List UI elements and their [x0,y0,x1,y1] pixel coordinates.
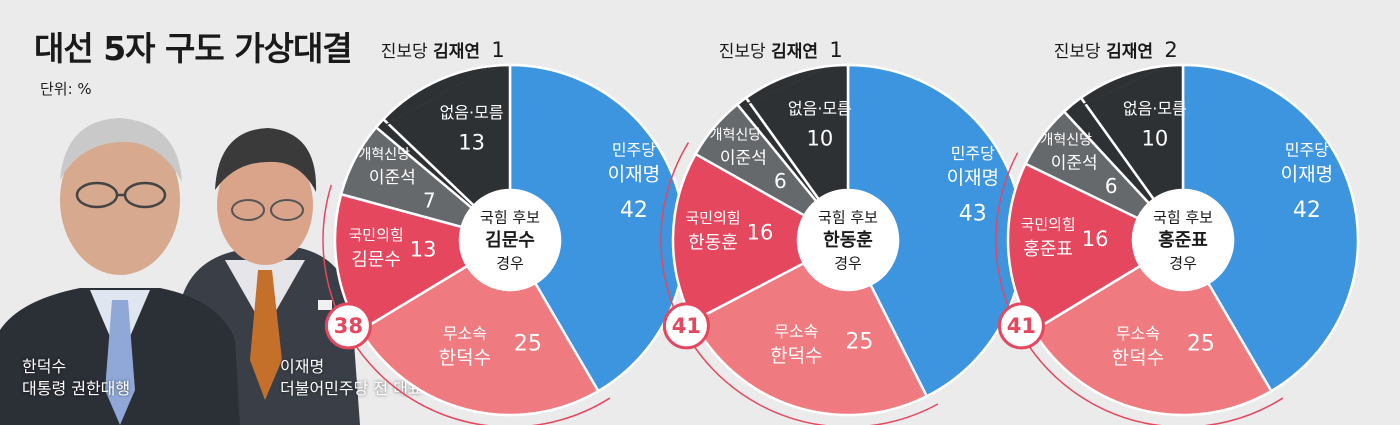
progressive-party: 진보당 [381,42,433,62]
slice-name-label: 김문수 [351,249,401,270]
slice-name-label: 한동훈 [688,232,738,253]
slice-name-label: 이재명 [608,164,660,186]
slice-name-label: 없음·모름 [1123,99,1187,118]
slice-value-label: 25 [514,332,542,357]
conservative-sum-arc [995,152,1284,425]
slice-name-label: 한덕수 [770,345,822,367]
center-hole [1133,190,1233,290]
donut-chart-3: 진보당 김재연 [995,42,1360,425]
slice-name-label: 없음·모름 [440,103,504,122]
progressive-value: 2 [1164,38,1177,62]
slice-value-label: 16 [1082,227,1109,251]
donut-chart-1: 진보당 김재연 [322,42,687,425]
han-duck-soo-photo [0,118,240,425]
slice-party-label: 국민의힘 [685,209,740,227]
progressive-leader-line [383,67,489,128]
progressive-label: 진보당 김재연 [381,42,480,62]
slice-value-label: 7 [423,188,436,212]
slice-value-label: 6 [774,169,787,193]
slice-value-label: 16 [747,220,774,244]
slice-name-label: 홍준표 [1023,239,1073,260]
slice-name-label: 없음·모름 [788,99,852,118]
slice-party-label: 무소속 [1116,324,1160,343]
progressive-name: 김재연 [433,42,480,62]
slice-party-label: 개혁신당 [710,127,762,143]
slice-value-label: 42 [620,198,648,223]
conservative-sum-arc [660,142,939,425]
slice-value-label: 10 [1142,127,1169,151]
han-title: 대통령 권한대행 [22,379,131,398]
slice-name-label: 이준석 [720,148,767,168]
progressive-value: 1 [491,38,504,62]
progressive-value: 1 [829,38,842,62]
center-label-line1: 국힘 후보 [818,209,878,227]
progressive-party: 진보당 [1054,42,1106,62]
slice-name-label: 이준석 [1051,154,1098,174]
page-title: 대선 5자 구도 가상대결 [34,29,353,68]
slice-value-label: 25 [845,330,873,355]
conservative-sum-arc [322,184,611,425]
center-label-line2: 홍준표 [1158,229,1208,251]
progressive-name: 김재연 [771,42,818,62]
progressive-label: 진보당 김재연 [719,42,818,62]
slice-value-label: 42 [1293,198,1321,223]
slice-party-label: 무소속 [774,322,818,341]
progressive-name: 김재연 [1106,42,1153,62]
slice-name-label: 이재명 [1281,164,1333,186]
center-hole [798,190,898,290]
conservative-sum-badge [997,302,1045,350]
slice-party-label: 국민의힘 [1021,216,1076,234]
lee-name: 이재명 [280,357,325,376]
slice-name-label: 한덕수 [439,347,491,369]
progressive-label: 진보당 김재연 [1054,42,1153,62]
candidate-photos [0,118,360,425]
slice-party-label: 민주당 [612,141,656,160]
slice-party-label: 개혁신당 [1040,133,1092,149]
donut-chart-2: 진보당 김재연 [660,42,1025,425]
han-caption: 한덕수 대통령 권한대행 [22,356,130,400]
conservative-sum-badge [662,302,710,350]
unit-label: 단위: % [40,80,92,98]
lee-title: 더불어민주당 전 대표 [280,379,423,398]
slice-party-label: 국민의힘 [348,226,403,244]
progressive-leader-line [744,67,827,106]
slice-value-label: 10 [807,127,834,151]
center-label-line3: 경우 [496,255,524,273]
slice-value-label: 13 [410,237,437,261]
slice-value-label: 43 [959,202,987,227]
conservative-sum-value: 38 [334,314,363,338]
slice-name-label: 이준석 [369,168,416,188]
conservative-sum-badge [324,302,372,350]
conservative-sum-value: 41 [672,314,701,338]
center-label-line3: 경우 [1169,255,1197,273]
center-label-line2: 한동훈 [823,229,873,251]
slice-name-label: 이재명 [947,167,999,189]
slice-value-label: 25 [1187,332,1215,357]
center-label-line3: 경우 [834,255,862,273]
center-label-line2: 김문수 [485,230,535,251]
slice-name-label: 한덕수 [1112,347,1164,369]
slice-party-label: 개혁신당 [359,147,411,163]
slice-value-label: 6 [1105,174,1118,198]
center-label-line1: 국힘 후보 [480,209,540,227]
slice-value-label: 13 [458,131,485,155]
slice-party-label: 민주당 [951,144,995,163]
slice-1 [846,63,1025,398]
progressive-leader-line [1075,67,1162,109]
conservative-sum-value: 41 [1007,314,1036,338]
center-hole [460,190,560,290]
center-label-line1: 국힘 후보 [1153,209,1213,227]
slice-party-label: 민주당 [1285,141,1329,160]
lee-caption: 이재명 더불어민주당 전 대표 [280,356,423,400]
progressive-party: 진보당 [719,42,771,62]
han-name: 한덕수 [22,357,67,376]
slice-party-label: 무소속 [443,324,487,343]
